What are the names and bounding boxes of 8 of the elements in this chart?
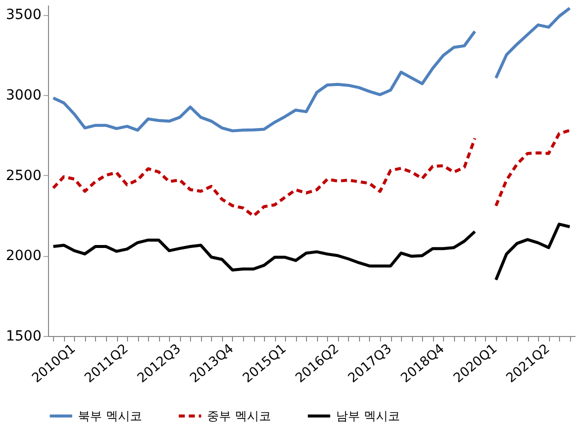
y-tick-label: 1500 — [6, 328, 42, 344]
legend-label: 남부 멕시코 — [336, 409, 400, 423]
y-tick-label: 3500 — [6, 7, 42, 24]
legend-label: 북부 멕시코 — [78, 409, 142, 423]
legend-label: 중부 멕시코 — [207, 409, 271, 423]
y-tick-label: 2500 — [6, 168, 42, 184]
y-tick-label: 3000 — [6, 87, 42, 104]
y-tick-label: 2000 — [6, 248, 42, 264]
